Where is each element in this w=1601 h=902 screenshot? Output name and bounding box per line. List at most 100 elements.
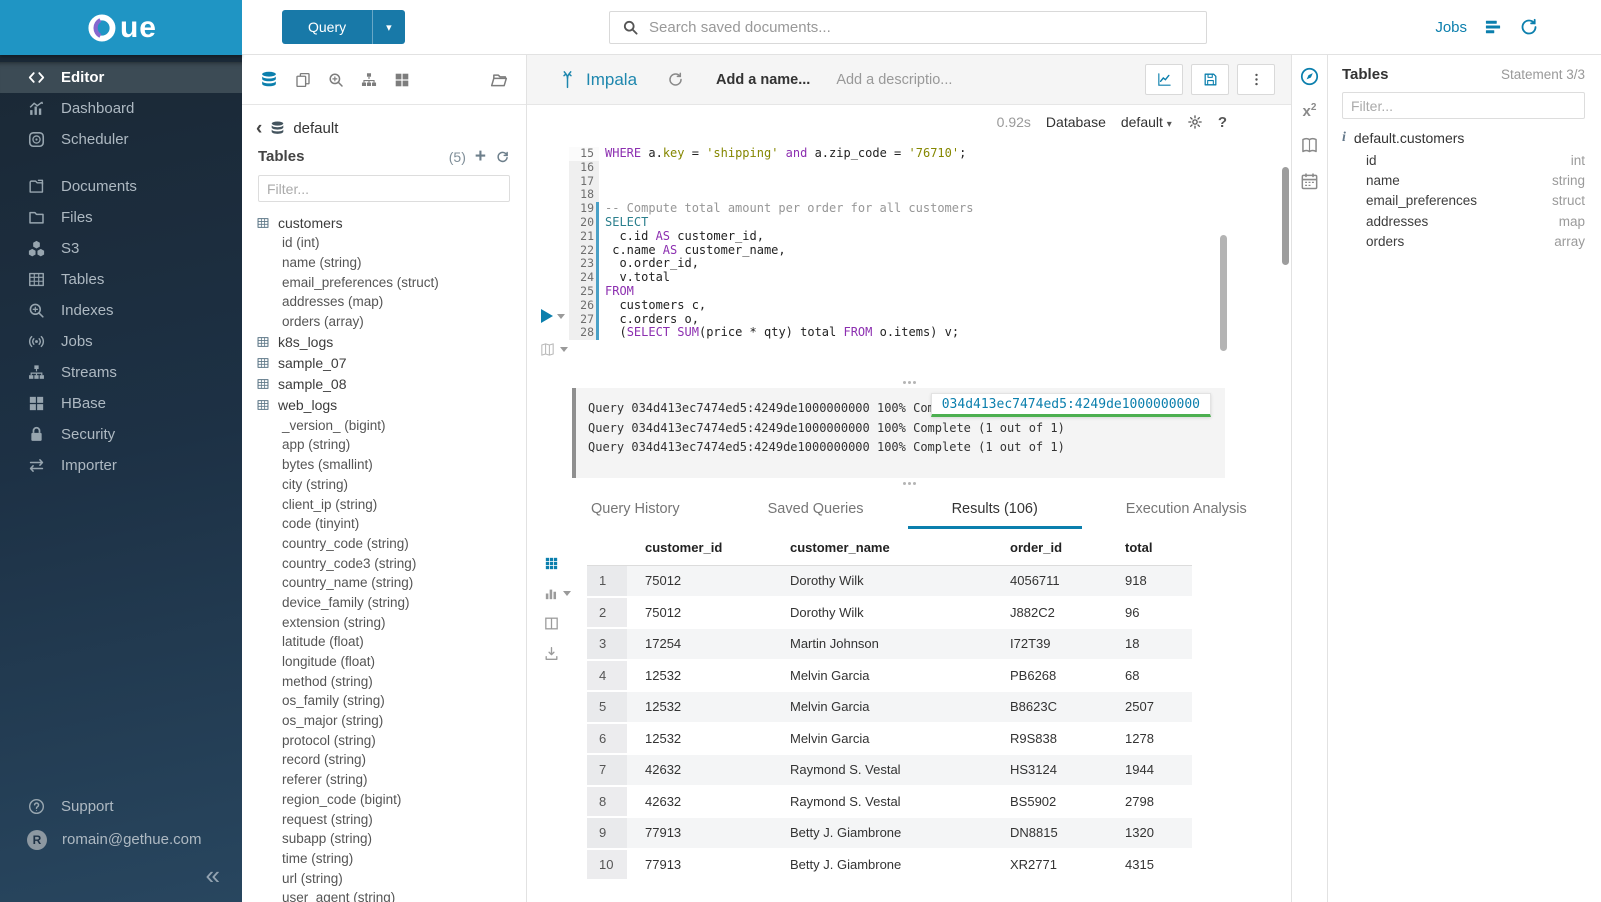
column-item[interactable]: os_family (string) bbox=[282, 693, 385, 709]
column-item[interactable]: app (string) bbox=[282, 437, 351, 453]
column-item[interactable]: name string bbox=[1366, 170, 1585, 190]
search-input[interactable] bbox=[649, 19, 1194, 36]
sidebar-item-s3[interactable]: S3 bbox=[0, 233, 242, 264]
search-plus-icon[interactable] bbox=[327, 71, 345, 89]
sidebar-item-security[interactable]: Security bbox=[0, 419, 242, 450]
database-dropdown[interactable]: default ▾ bbox=[1120, 114, 1172, 130]
column-item[interactable]: addresses (map) bbox=[282, 294, 384, 310]
column-item[interactable]: id (int) bbox=[282, 235, 320, 251]
add-table-icon[interactable]: + bbox=[474, 146, 486, 167]
sql-editor[interactable]: 15 16 17 18 19 20 21 22 23 24 25 26 27 28 WHERE a.key… bbox=[527, 139, 1291, 377]
sidebar-item-support[interactable]: Support bbox=[0, 790, 242, 823]
column-item[interactable]: protocol (string) bbox=[282, 732, 376, 748]
sidebar-item-documents[interactable]: Documents bbox=[0, 171, 242, 202]
column-header[interactable]: total bbox=[1107, 531, 1192, 566]
table-item[interactable]: sample_08 bbox=[256, 373, 510, 394]
sidebar-item-tables[interactable]: Tables bbox=[0, 264, 242, 295]
column-item[interactable]: client_ip (string) bbox=[282, 496, 378, 512]
chart-view-button[interactable] bbox=[543, 585, 571, 602]
column-item[interactable]: os_major (string) bbox=[282, 713, 384, 729]
table-filter-input[interactable] bbox=[258, 175, 510, 202]
query-name-field[interactable]: Add a name... bbox=[716, 71, 811, 88]
help-icon[interactable]: ? bbox=[1217, 113, 1227, 131]
column-item[interactable]: name (string) bbox=[282, 255, 362, 271]
jobs-link[interactable]: Jobs bbox=[1435, 18, 1467, 36]
download-button[interactable] bbox=[543, 645, 560, 662]
table-item[interactable]: sample_07 bbox=[256, 352, 510, 373]
column-item[interactable]: latitude (float) bbox=[282, 634, 364, 650]
editor-code[interactable]: WHERE a.key = 'shipping' and a.zip_code … bbox=[605, 146, 1211, 340]
column-item[interactable]: request (string) bbox=[282, 811, 373, 827]
sidebar-item-scheduler[interactable]: Scheduler bbox=[0, 124, 242, 155]
sidebar-collapse-button[interactable]: « bbox=[205, 860, 220, 890]
documents-copy-icon[interactable] bbox=[294, 71, 312, 89]
gear-icon[interactable] bbox=[1187, 114, 1203, 130]
query-id-tooltip[interactable]: 034d413ec7474ed5:4249de1000000000 bbox=[930, 393, 1211, 417]
sidebar-item-streams[interactable]: Streams bbox=[0, 357, 242, 388]
database-icon[interactable] bbox=[259, 70, 279, 90]
th-large-icon[interactable] bbox=[393, 71, 411, 89]
compass-icon[interactable] bbox=[1299, 66, 1320, 87]
engine-selector[interactable]: Impala bbox=[557, 69, 637, 90]
column-item[interactable]: orders array bbox=[1366, 232, 1585, 252]
sidebar-item-hbase[interactable]: HBase bbox=[0, 388, 242, 419]
column-item[interactable]: bytes (smallint) bbox=[282, 457, 373, 473]
jobs-list-icon[interactable] bbox=[1483, 17, 1503, 37]
execute-button[interactable] bbox=[541, 309, 565, 323]
column-item[interactable]: city (string) bbox=[282, 476, 349, 492]
column-item[interactable]: country_code3 (string) bbox=[282, 555, 417, 571]
column-item[interactable]: device_family (string) bbox=[282, 594, 410, 610]
tab-results-106-[interactable]: Results (106) bbox=[907, 492, 1082, 529]
active-table-item[interactable]: i default.customers bbox=[1342, 130, 1585, 146]
sitemap-icon[interactable] bbox=[360, 71, 378, 89]
query-history-icon[interactable] bbox=[667, 71, 684, 88]
column-item[interactable]: region_code (bigint) bbox=[282, 791, 402, 807]
refresh-icon[interactable] bbox=[495, 149, 510, 164]
column-item[interactable]: subapp (string) bbox=[282, 831, 373, 847]
minimap-button[interactable] bbox=[539, 341, 568, 358]
column-item[interactable]: extension (string) bbox=[282, 614, 386, 630]
more-actions-button[interactable] bbox=[1237, 64, 1275, 95]
calendar-icon[interactable] bbox=[1299, 171, 1320, 192]
editor-scrollbar[interactable] bbox=[1220, 235, 1227, 351]
chart-button[interactable] bbox=[1145, 64, 1183, 95]
query-description-field[interactable]: Add a descriptio... bbox=[836, 71, 953, 88]
language-reference-icon[interactable] bbox=[1299, 135, 1320, 156]
tab-execution-analysis[interactable]: Execution Analysis bbox=[1125, 501, 1247, 517]
table-item[interactable]: customers bbox=[256, 212, 510, 233]
column-item[interactable]: addresses map bbox=[1366, 211, 1585, 231]
resize-handle-bottom[interactable] bbox=[527, 478, 1291, 489]
column-item[interactable]: orders (array) bbox=[282, 314, 364, 330]
sidebar-item-jobs[interactable]: Jobs bbox=[0, 326, 242, 357]
tab-query-history[interactable]: Query History bbox=[591, 501, 680, 517]
column-item[interactable]: record (string) bbox=[282, 752, 367, 768]
sidebar-item-dashboard[interactable]: Dashboard bbox=[0, 93, 242, 124]
main-scrollbar[interactable] bbox=[1282, 167, 1289, 265]
functions-icon[interactable]: x2 bbox=[1302, 102, 1317, 120]
history-icon[interactable] bbox=[1519, 17, 1539, 37]
column-item[interactable]: country_name (string) bbox=[282, 575, 414, 591]
sidebar-item-indexes[interactable]: Indexes bbox=[0, 295, 242, 326]
column-item[interactable]: url (string) bbox=[282, 870, 343, 886]
back-chevron-icon[interactable]: ‹ bbox=[256, 118, 263, 139]
column-header[interactable]: customer_id bbox=[627, 531, 772, 566]
column-header[interactable]: customer_name bbox=[772, 531, 992, 566]
column-item[interactable]: user_agent (string) bbox=[282, 890, 396, 902]
tab-saved-queries[interactable]: Saved Queries bbox=[767, 501, 864, 517]
sidebar-item-files[interactable]: Files bbox=[0, 202, 242, 233]
grid-view-button[interactable] bbox=[543, 555, 560, 572]
sidebar-item-editor[interactable]: Editor bbox=[0, 62, 242, 93]
table-item[interactable]: k8s_logs bbox=[256, 331, 510, 352]
column-item[interactable]: country_code (string) bbox=[282, 535, 409, 551]
column-item[interactable]: method (string) bbox=[282, 673, 373, 689]
hue-logo[interactable]: ue bbox=[0, 0, 242, 55]
column-item[interactable]: time (string) bbox=[282, 850, 354, 866]
column-item[interactable]: email_preferences (struct) bbox=[282, 274, 439, 290]
columns-view-button[interactable] bbox=[543, 615, 560, 632]
query-dropdown-caret[interactable]: ▾ bbox=[372, 10, 405, 44]
current-database[interactable]: default bbox=[293, 120, 339, 137]
column-item[interactable]: longitude (float) bbox=[282, 654, 376, 670]
column-item[interactable]: _version_ (bigint) bbox=[282, 417, 386, 433]
new-query-button[interactable]: Query ▾ bbox=[282, 10, 405, 44]
